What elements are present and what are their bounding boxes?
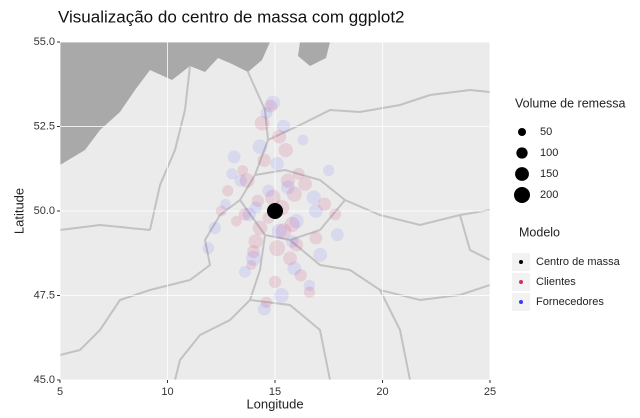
y-tick-label: 55.0	[34, 36, 55, 48]
point	[230, 215, 242, 227]
x-tick-label: 25	[484, 386, 496, 398]
point	[289, 238, 304, 252]
point	[330, 228, 344, 242]
map	[60, 42, 490, 380]
legend-label: 150	[540, 168, 558, 180]
point	[329, 208, 342, 221]
point	[246, 260, 257, 271]
point	[275, 223, 292, 240]
y-tick-label: 52.5	[34, 120, 55, 132]
point	[220, 198, 231, 210]
point	[262, 184, 275, 197]
borders	[60, 65, 490, 380]
point	[267, 203, 283, 219]
point	[252, 139, 268, 155]
legend-label: 200	[540, 189, 558, 201]
point	[249, 201, 262, 214]
point	[245, 250, 262, 266]
point	[260, 107, 273, 119]
point	[284, 216, 300, 233]
point	[251, 194, 264, 208]
x-tick-label: 20	[376, 386, 388, 398]
point	[278, 143, 293, 158]
x-tick-label: 10	[161, 386, 173, 398]
point	[248, 234, 263, 249]
point	[257, 302, 271, 316]
point	[264, 99, 278, 113]
point	[309, 231, 323, 245]
point	[247, 245, 260, 259]
point	[237, 165, 249, 176]
point	[269, 240, 286, 257]
point	[260, 296, 273, 308]
x-tick-label: 5	[57, 386, 63, 398]
point	[303, 279, 316, 292]
point	[323, 164, 335, 177]
point	[308, 204, 323, 218]
point	[257, 153, 271, 167]
y-tick-label: 47.5	[34, 289, 55, 301]
point	[268, 275, 282, 289]
y-tick-label: 45.0	[34, 374, 55, 386]
point	[254, 115, 270, 131]
point	[280, 180, 295, 195]
point	[272, 129, 287, 144]
y-tick-label: 50.0	[34, 205, 55, 217]
point	[298, 177, 313, 191]
point	[317, 197, 332, 211]
point	[270, 156, 284, 171]
legend-size-key	[514, 187, 530, 203]
point	[287, 261, 302, 276]
legend-label: 100	[540, 147, 558, 159]
point	[238, 208, 252, 221]
point	[265, 189, 281, 206]
legend-title: Modelo	[519, 225, 560, 239]
point	[234, 174, 247, 187]
point	[280, 173, 296, 188]
point	[252, 220, 268, 236]
point	[297, 134, 309, 146]
legend-size-key	[516, 147, 528, 159]
legend-size-key	[515, 167, 529, 181]
point	[202, 242, 215, 255]
point	[271, 223, 287, 239]
point	[289, 213, 304, 229]
point	[226, 168, 238, 180]
sea	[60, 42, 270, 165]
y-axis-label: Latitude	[11, 188, 26, 234]
legend-label: Fornecedores	[536, 296, 604, 308]
legend-key	[519, 260, 523, 264]
legend-title: Volume de remessa	[515, 96, 626, 110]
legend-key	[519, 280, 523, 284]
point	[227, 150, 241, 164]
point	[208, 221, 221, 235]
legend-label: Centro de massa	[536, 256, 621, 268]
point	[286, 186, 302, 202]
legend-size-key	[518, 128, 526, 136]
x-axis-label: Longitude	[246, 396, 303, 411]
x-tick-label: 15	[269, 386, 281, 398]
point	[215, 205, 227, 217]
point	[239, 173, 255, 188]
point	[306, 190, 321, 205]
point	[222, 185, 234, 197]
sea	[298, 42, 330, 66]
point	[313, 248, 328, 262]
legend-label: 50	[540, 126, 552, 138]
point	[274, 288, 289, 303]
point	[276, 119, 291, 134]
point	[238, 265, 251, 278]
point	[242, 207, 256, 222]
point	[285, 234, 299, 248]
legend-label: Clientes	[536, 276, 576, 288]
point	[294, 269, 307, 282]
point	[292, 167, 305, 180]
point	[303, 286, 316, 298]
point	[283, 251, 297, 266]
legend-key	[519, 300, 523, 304]
chart-title: Visualização do centro de massa com ggpl…	[58, 7, 405, 26]
point	[265, 95, 281, 110]
